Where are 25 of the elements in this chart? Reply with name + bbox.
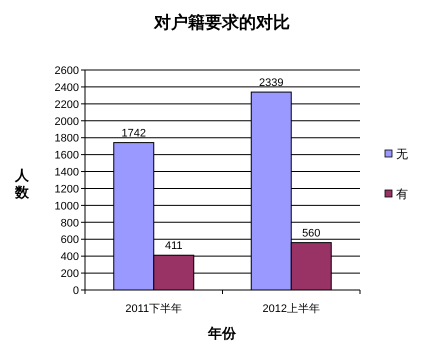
data-label: 560 bbox=[302, 228, 320, 240]
y-tick-label: 0 bbox=[72, 285, 79, 297]
y-tick-label: 400 bbox=[60, 251, 79, 264]
y-tick-label: 1400 bbox=[54, 166, 79, 179]
data-label: 1742 bbox=[122, 128, 146, 140]
chart-title: 对户籍要求的对比 bbox=[153, 13, 290, 32]
y-tick-label: 2400 bbox=[54, 82, 79, 94]
y-tick-label: 1600 bbox=[54, 150, 79, 162]
y-tick-label: 200 bbox=[60, 268, 79, 280]
y-tick-label: 800 bbox=[60, 217, 79, 230]
y-tick-label: 600 bbox=[60, 234, 79, 246]
y-tick-label: 2600 bbox=[54, 65, 79, 77]
x-axis-title: 年份 bbox=[207, 325, 237, 341]
y-tick-label: 2000 bbox=[54, 116, 79, 128]
x-tick-label: 2011下半年 bbox=[125, 302, 182, 315]
y-tick-label: 1800 bbox=[54, 132, 79, 145]
x-tick-label: 2012上半年 bbox=[262, 302, 320, 315]
legend-label: 无 bbox=[396, 147, 408, 161]
data-label: 411 bbox=[164, 240, 183, 252]
y-axis-title: 人数 bbox=[14, 167, 30, 200]
data-label: 2339 bbox=[259, 77, 284, 90]
legend-label: 有 bbox=[396, 187, 408, 201]
y-tick-label: 1000 bbox=[54, 200, 79, 212]
y-tick-label: 1200 bbox=[54, 183, 79, 196]
y-tick-label: 2200 bbox=[54, 98, 79, 111]
